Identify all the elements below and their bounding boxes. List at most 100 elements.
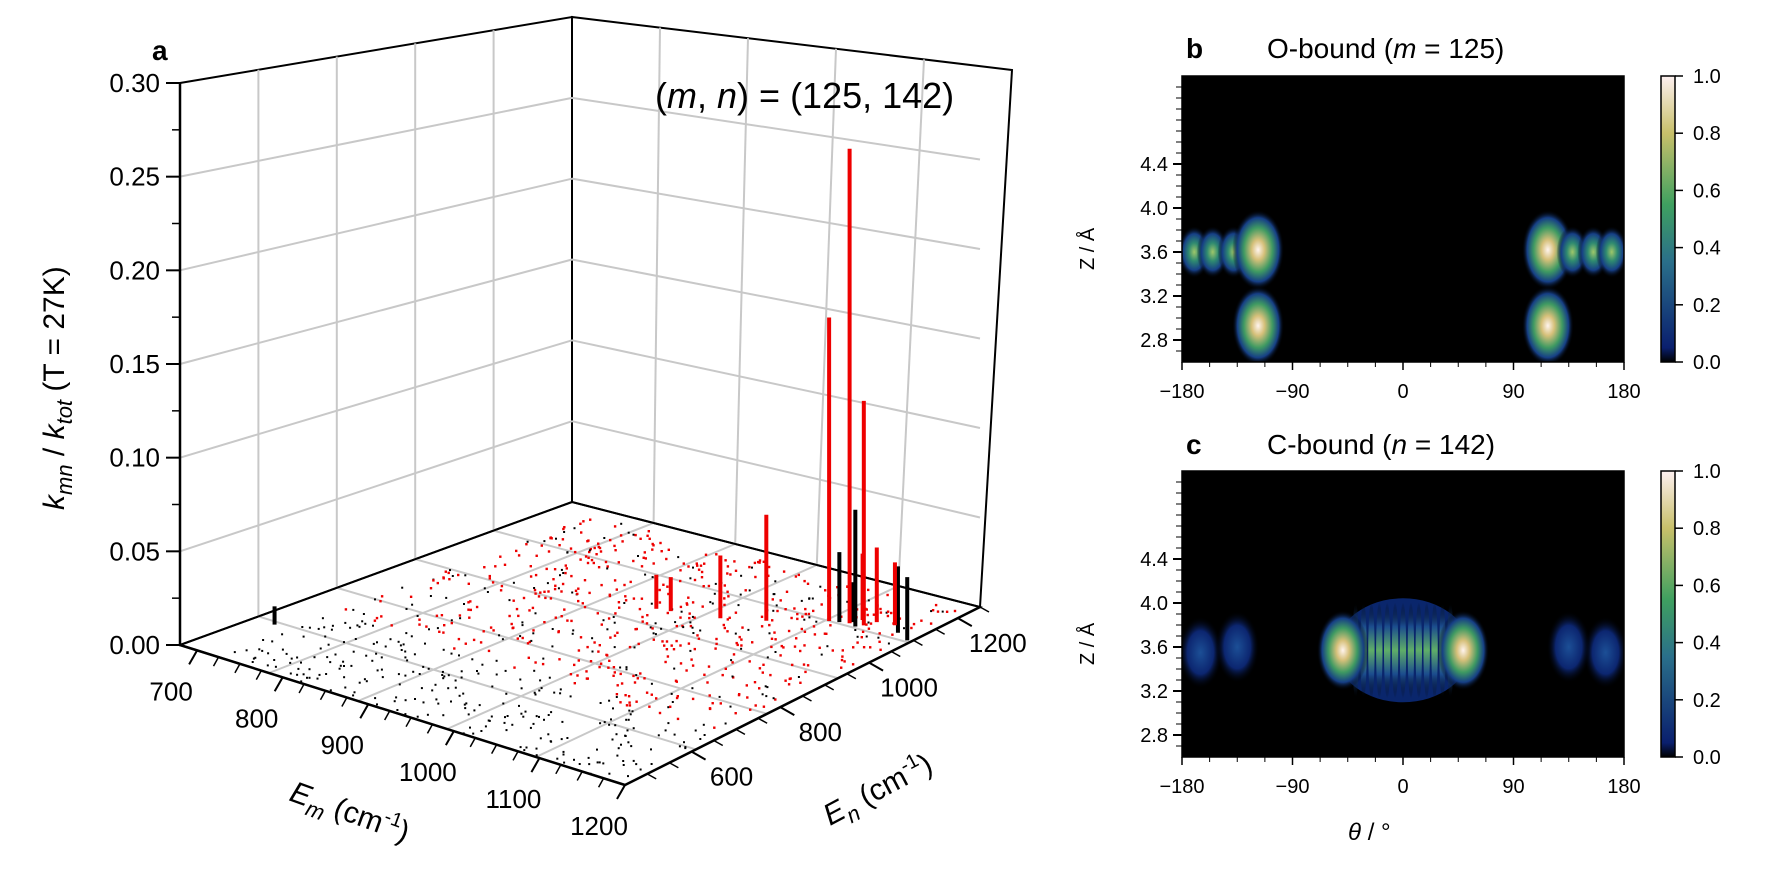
floor-dot bbox=[624, 735, 627, 737]
floor-dot bbox=[343, 641, 345, 644]
em-minor-tick bbox=[490, 744, 498, 754]
em-tick-label: 700 bbox=[149, 676, 192, 706]
floor-dot bbox=[639, 537, 642, 540]
floor-dot bbox=[679, 605, 683, 609]
em-minor-tick bbox=[576, 771, 583, 781]
floor-dot bbox=[691, 687, 694, 690]
floor-dot bbox=[634, 628, 637, 631]
floor-dot bbox=[603, 537, 606, 539]
floor-dot bbox=[538, 715, 540, 718]
floor-dot bbox=[354, 638, 357, 640]
floor-dot bbox=[728, 616, 731, 619]
floor-dot bbox=[694, 729, 697, 732]
floor-dot bbox=[482, 630, 485, 633]
grid-line bbox=[571, 339, 981, 429]
floor-dot bbox=[593, 546, 596, 550]
panel-letter-c: c bbox=[1186, 429, 1202, 460]
floor-dot bbox=[794, 575, 798, 578]
floor-dot bbox=[606, 628, 609, 631]
floor-dot bbox=[349, 626, 352, 629]
floor-dot bbox=[475, 605, 479, 609]
floor-dot bbox=[450, 619, 453, 622]
floor-dot bbox=[499, 589, 503, 592]
floor-dot bbox=[704, 553, 708, 556]
floor-dot bbox=[867, 621, 870, 624]
en-minor-tick bbox=[646, 773, 657, 780]
floor-dot bbox=[481, 663, 484, 666]
floor-dot bbox=[245, 649, 248, 652]
floor-dot bbox=[733, 560, 736, 563]
floor-dot bbox=[553, 587, 557, 591]
floor-dot bbox=[860, 636, 863, 639]
floor-dot bbox=[358, 625, 361, 628]
floor-dot bbox=[639, 768, 642, 771]
fringe-band bbox=[1384, 602, 1391, 699]
floor-dot bbox=[547, 733, 550, 736]
en-tick-label: 1000 bbox=[880, 673, 938, 703]
floor-dot bbox=[395, 696, 398, 699]
grid-line bbox=[571, 420, 981, 519]
floor-dot bbox=[732, 653, 736, 656]
floor-dot bbox=[364, 622, 367, 625]
floor-dot bbox=[689, 624, 693, 628]
floor-dot bbox=[650, 682, 653, 685]
z-tick-label: 0.15 bbox=[109, 349, 160, 379]
floor-dot bbox=[559, 574, 561, 577]
floor-dot bbox=[520, 687, 523, 690]
floor-dot bbox=[869, 646, 872, 649]
floor-dot bbox=[555, 537, 557, 540]
floor-dot bbox=[488, 719, 491, 722]
floor-dot bbox=[736, 643, 739, 647]
floor-dot bbox=[650, 693, 653, 696]
floor-dot bbox=[399, 644, 402, 647]
grid-line bbox=[179, 177, 573, 272]
floor-dot bbox=[693, 647, 696, 651]
floor-dot bbox=[782, 570, 786, 573]
floor-dot bbox=[616, 684, 619, 687]
floor-dot bbox=[583, 605, 587, 609]
floor-dot bbox=[551, 645, 554, 648]
floor-dot bbox=[409, 595, 413, 598]
floor-dot bbox=[866, 613, 869, 617]
en-minor-tick bbox=[979, 606, 990, 613]
floor-dot bbox=[608, 594, 612, 598]
floor-dot bbox=[449, 569, 451, 572]
3d-grid bbox=[179, 27, 981, 758]
floor-dot bbox=[412, 670, 415, 673]
floor-dot bbox=[477, 672, 480, 675]
colorbar-tick-label: 0.4 bbox=[1693, 633, 1721, 655]
floor-dot bbox=[542, 657, 545, 660]
floor-dot bbox=[518, 704, 520, 707]
floor-dot bbox=[840, 666, 843, 669]
floor-dot bbox=[444, 570, 447, 573]
floor-dot bbox=[362, 613, 365, 615]
floor-dot bbox=[614, 612, 617, 615]
floor-dot bbox=[625, 718, 628, 721]
floor-dot bbox=[517, 554, 521, 557]
floor-dot bbox=[648, 705, 651, 708]
floor-dot bbox=[454, 679, 457, 682]
floor-dot bbox=[577, 659, 580, 662]
z-tick-label: 0.30 bbox=[109, 68, 160, 98]
annotation-m-n: (m, n) = (125, 142) bbox=[655, 75, 954, 116]
floor-dot bbox=[356, 624, 359, 627]
floor-dot bbox=[411, 603, 414, 606]
floor-dot bbox=[418, 623, 421, 626]
floor-dot bbox=[561, 582, 565, 586]
floor-dot bbox=[699, 629, 702, 632]
floor-dot bbox=[607, 666, 610, 669]
floor-dot bbox=[522, 596, 526, 600]
floor-dot bbox=[785, 590, 789, 593]
floor-dot bbox=[329, 689, 332, 692]
floor-dot bbox=[804, 607, 807, 611]
floor-dot bbox=[703, 734, 706, 736]
floor-dot bbox=[611, 738, 614, 741]
floor-dot bbox=[615, 693, 619, 696]
fringe-band bbox=[1431, 602, 1438, 699]
floor-dot bbox=[619, 672, 622, 676]
floor-dot bbox=[762, 560, 765, 563]
floor-dot bbox=[451, 575, 454, 577]
heatmap-c-xlabel: θ / ° bbox=[1348, 819, 1391, 846]
floor-dot bbox=[715, 553, 718, 556]
floor-dot bbox=[766, 686, 769, 689]
